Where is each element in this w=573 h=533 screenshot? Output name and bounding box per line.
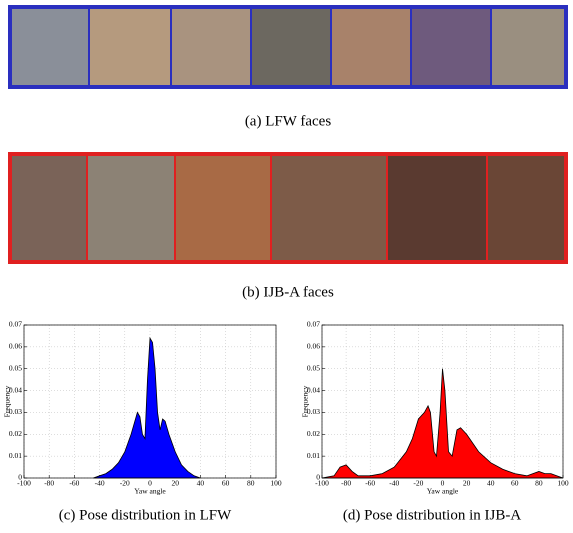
face-photo [488,156,564,260]
page: {"captions": ["(a) LFW faces", "(b) IJB-… [0,0,573,533]
x-tick-label: 60 [222,479,230,488]
caption: (a) LFW faces [245,113,332,129]
x-tick-label: 20 [171,479,179,488]
x-tick-label: -60 [69,479,79,488]
figure: (a) LFW faces (b) IJB-A faces (c) Pose d… [0,0,573,533]
y-tick-label: 0.01 [307,451,320,460]
x-tick-label: 20 [463,479,471,488]
x-tick-label: -20 [413,479,423,488]
face-photo [332,9,410,85]
x-tick-label: -20 [120,479,130,488]
face-photo [12,9,88,85]
face-photo [272,156,386,260]
x-tick-label: 40 [197,479,205,488]
face-photo [172,9,250,85]
y-tick-label: 0.06 [307,342,320,351]
y-tick-label: 0 [316,473,320,482]
area [93,338,200,478]
y-axis-label: Frequency [301,385,310,417]
x-tick-label: 100 [557,479,569,488]
x-tick-label: 40 [487,479,495,488]
area [322,369,563,478]
face-photo [388,156,486,260]
face-photo [88,156,174,260]
x-tick-label: 60 [511,479,519,488]
x-tick-label: -40 [389,479,399,488]
face-photo [176,156,270,260]
y-tick-label: 0.05 [9,363,22,372]
x-tick-label: -80 [341,479,351,488]
caption: (d) Pose distribution in IJB-A [343,507,521,523]
y-axis-label: Frequency [3,385,12,417]
y-tick-label: 0 [18,473,22,482]
caption: (b) IJB-A faces [242,284,334,300]
y-tick-label: 0.02 [307,429,320,438]
x-tick-label: -80 [44,479,54,488]
y-tick-label: 0.07 [307,320,320,329]
face-photo [90,9,170,85]
x-tick-label: 80 [247,479,255,488]
x-axis-label: Yaw angle [427,487,459,496]
y-tick-label: 0.06 [9,342,22,351]
x-tick-label: 100 [270,479,282,488]
ijba-strip [8,152,568,264]
y-tick-label: 0.05 [307,363,320,372]
x-tick-label: -40 [95,479,105,488]
y-tick-label: 0.02 [9,429,22,438]
face-photo [412,9,490,85]
face-photo [12,156,86,260]
lfw-strip [8,5,568,89]
x-tick-label: 80 [535,479,543,488]
x-axis-label: Yaw angle [134,487,166,496]
y-tick-label: 0.01 [9,451,22,460]
face-photo [252,9,330,85]
y-tick-label: 0.07 [9,320,22,329]
x-tick-label: -60 [365,479,375,488]
caption: (c) Pose distribution in LFW [59,507,232,523]
face-photo [492,9,564,85]
